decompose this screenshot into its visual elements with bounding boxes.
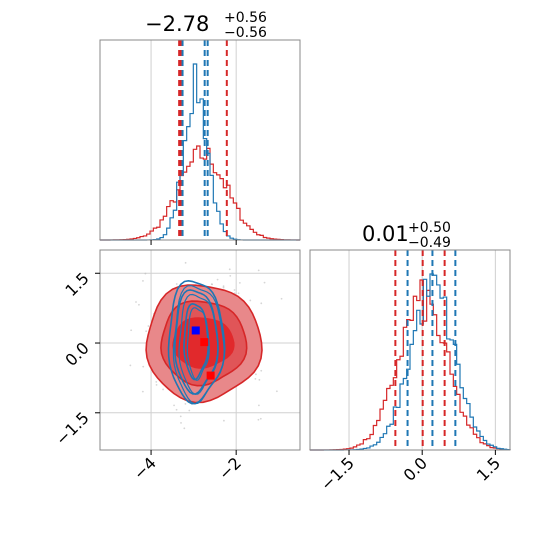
- joint-sample-point: [155, 380, 158, 383]
- hist-y-tick-label-1: 0.0: [400, 453, 431, 484]
- title-x-lower: −0.56: [224, 25, 267, 41]
- joint-sample-point: [237, 292, 240, 295]
- joint-sample-point: [183, 427, 186, 430]
- hist-y-tick-label-0: −1.5: [317, 453, 358, 494]
- panel-histogram-x: [99, 39, 301, 241]
- hist-y-tick-label-2: 1.5: [473, 453, 504, 484]
- joint-sample-point: [162, 388, 164, 391]
- joint-sample-point: [260, 369, 263, 372]
- joint-sample-point: [249, 299, 252, 302]
- joint-blue-contour-inner-1: [186, 307, 210, 381]
- joint-sample-point: [175, 408, 178, 411]
- joint-sample-point: [142, 280, 144, 282]
- joint-y-tick-label-0: −1.5: [52, 408, 93, 449]
- joint-marker-1: [200, 338, 209, 347]
- joint-frame: [99, 249, 301, 451]
- joint-sample-point: [184, 402, 187, 405]
- joint-sample-point: [280, 297, 283, 300]
- joint-sample-point: [257, 418, 260, 421]
- title-x-upper: +0.56: [224, 10, 267, 26]
- hist-y-blue-series: [310, 273, 511, 451]
- joint-plot-area: [100, 234, 300, 457]
- joint-sample-point: [210, 283, 213, 286]
- joint-blue-contour-1: [183, 302, 210, 381]
- joint-y-tick-label-2: 1.5: [61, 269, 92, 300]
- joint-sample-point: [142, 365, 145, 368]
- hist-x-red-series: [99, 145, 301, 241]
- hist-x-frame: [99, 39, 301, 241]
- title-x-value: −2.78: [145, 12, 209, 36]
- joint-sample-point: [130, 329, 133, 332]
- joint-x-tick-label-0: −4: [130, 453, 160, 483]
- joint-sample-point: [260, 302, 263, 305]
- joint-sample-point: [255, 373, 257, 376]
- joint-blue-contour-inner-2: [178, 293, 219, 395]
- joint-sample-point: [185, 234, 187, 236]
- joint-sample-point: [147, 325, 150, 327]
- joint-sample-point: [135, 301, 137, 303]
- hist-y-frame: [309, 249, 511, 451]
- panel-histogram-y: [309, 249, 511, 451]
- joint-sample-point: [229, 275, 232, 277]
- joint-sample-point: [129, 364, 132, 367]
- joint-sample-point: [116, 455, 118, 457]
- title-y-lower: −0.49: [408, 235, 451, 251]
- joint-sample-point: [238, 281, 241, 284]
- joint-sample-point: [222, 285, 225, 288]
- joint-sample-point: [275, 390, 278, 393]
- joint-sample-point: [141, 390, 144, 393]
- joint-sample-point: [257, 404, 260, 407]
- joint-marker-2: [206, 371, 215, 380]
- joint-sample-point: [175, 283, 178, 285]
- joint-sample-point: [184, 261, 187, 264]
- joint-sample-point: [254, 377, 257, 380]
- joint-blue-contour-inner-3: [172, 284, 225, 405]
- joint-sample-point: [155, 383, 158, 386]
- joint-sample-point: [216, 278, 219, 281]
- joint-sample-point: [138, 303, 140, 306]
- joint-marker-0: [191, 326, 200, 335]
- joint-sample-point: [223, 419, 225, 422]
- joint-sample-point: [145, 330, 148, 333]
- joint-sample-point: [211, 242, 213, 244]
- joint-sample-point: [259, 417, 262, 420]
- joint-sample-point: [179, 415, 182, 418]
- joint-sample-point: [263, 281, 266, 284]
- title-y-upper: +0.50: [408, 220, 451, 236]
- joint-sample-point: [222, 286, 225, 289]
- joint-sample-point: [144, 272, 147, 275]
- joint-sample-point: [233, 289, 236, 291]
- joint-sample-point: [228, 268, 231, 271]
- joint-sample-point: [180, 422, 182, 424]
- joint-y-tick-label-1: 0.0: [61, 338, 92, 369]
- joint-sample-point: [188, 409, 191, 412]
- joint-x-tick-label-1: −2: [215, 453, 245, 483]
- joint-sample-point: [257, 269, 260, 272]
- joint-sample-point: [173, 404, 175, 407]
- joint-sample-point: [258, 378, 261, 381]
- title-y-value: 0.01: [362, 222, 409, 246]
- panel-joint-contour: [99, 234, 301, 457]
